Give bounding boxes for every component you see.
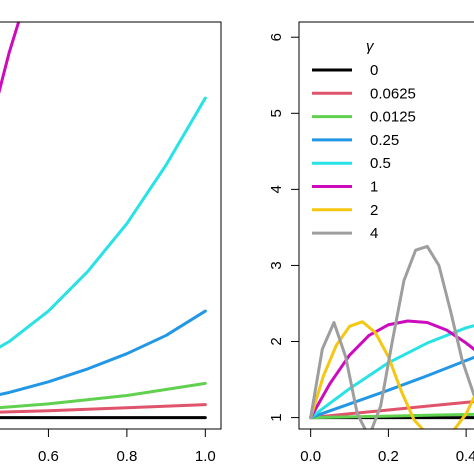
x-tick-label: 0.2 (378, 448, 399, 465)
series-line-0-0125 (309, 412, 474, 420)
series-line-panel0-4 (0, 96, 207, 349)
series-line-2 (309, 320, 474, 429)
legend-entry-bg (308, 175, 428, 198)
y-tick-label: 3 (268, 261, 285, 269)
x-tick-label: 0.6 (38, 448, 59, 465)
right-plot-frame (298, 21, 474, 430)
legend-title: γ (366, 38, 375, 55)
legend-label: 1 (370, 179, 378, 196)
y-tick-label: 1 (268, 413, 285, 421)
legend-label: 0.0125 (370, 109, 416, 126)
legend-entry-bg (308, 128, 428, 151)
series-line-panel0-5 (0, 22, 21, 95)
y-tick-label: 4 (268, 185, 285, 193)
legend-entries: 0 0.0625 0.0125 0.25 0.5 1 2 4 (308, 59, 428, 245)
legend-label: 0 (370, 62, 378, 79)
y-tick-label: 2 (268, 337, 285, 345)
series-line-panel0-3 (0, 309, 207, 396)
series-line-0-5 (309, 324, 474, 420)
left-x-axis: 0.6 0.8 1.0 (38, 429, 216, 465)
right-x-axis: 0.0 0.2 0.4 (300, 429, 474, 465)
right-panel: 0.0 0.2 0.4 1 2 3 4 5 6 γ 0 0.0625 0.0125 0.25 0.5 1… (268, 21, 474, 465)
legend-label: 2 (370, 202, 378, 219)
right-y-axis: 1 2 3 4 5 6 (268, 33, 299, 422)
legend-entry-bg (308, 222, 428, 245)
left-panel: 0.6 0.8 1.0 (0, 21, 222, 465)
y-tick-label: 5 (268, 109, 285, 117)
legend-label: 0.5 (370, 155, 391, 172)
x-tick-label: 0.0 (300, 448, 321, 465)
legend-label: 0.25 (370, 132, 399, 149)
legend-entry-bg (308, 105, 428, 128)
legend-entry-bg (308, 59, 428, 81)
series-line-panel0-1 (0, 403, 207, 414)
legend-entry-bg (308, 198, 428, 221)
x-tick-label: 0.8 (116, 448, 137, 465)
left-series-group (0, 22, 207, 420)
right-series-group (309, 244, 474, 429)
legend-label: 4 (370, 225, 378, 242)
series-line-4 (309, 244, 474, 429)
series-line-1 (309, 319, 474, 420)
series-line-0-25 (309, 355, 474, 420)
legend-entry-bg (308, 82, 428, 105)
left-plot-frame (0, 21, 222, 430)
legend-label: 0.0625 (370, 85, 416, 102)
series-line-panel0-2 (0, 381, 207, 410)
y-tick-label: 6 (268, 33, 285, 41)
legend-entry-bg (308, 152, 428, 175)
x-tick-label: 0.4 (456, 448, 474, 465)
legend: γ 0 0.0625 0.0125 0.25 0.5 1 2 4 (308, 38, 428, 245)
x-tick-label: 1.0 (195, 448, 216, 465)
